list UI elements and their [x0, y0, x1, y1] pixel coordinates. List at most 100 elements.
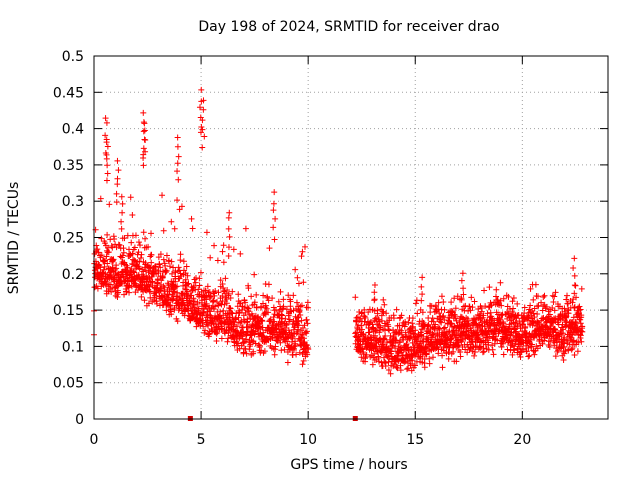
data-point — [135, 249, 142, 256]
data-point — [295, 280, 302, 287]
data-point — [140, 162, 147, 169]
data-point — [157, 264, 164, 271]
data-point — [286, 316, 293, 323]
data-point — [380, 296, 387, 303]
data-point — [459, 306, 466, 313]
data-point — [505, 293, 512, 300]
data-point — [218, 335, 225, 342]
data-point — [199, 126, 206, 133]
data-point — [356, 342, 363, 349]
data-point — [457, 353, 464, 360]
data-point — [419, 326, 426, 333]
data-point — [395, 343, 402, 350]
data-point — [279, 312, 286, 319]
data-point — [149, 278, 156, 285]
data-point — [166, 263, 173, 270]
data-point — [375, 316, 382, 323]
data-point — [429, 330, 436, 337]
data-point — [124, 232, 131, 239]
data-point — [140, 268, 147, 275]
data-point — [137, 242, 144, 249]
data-point — [199, 144, 206, 151]
data-point — [127, 194, 134, 201]
data-point — [382, 332, 389, 339]
data-point — [165, 257, 172, 264]
data-point — [182, 286, 189, 293]
data-point — [571, 255, 578, 262]
data-point — [382, 363, 389, 370]
data-point — [175, 264, 182, 271]
data-point — [271, 311, 278, 318]
data-point — [517, 354, 524, 361]
data-point — [189, 287, 196, 294]
data-point — [436, 310, 443, 317]
data-point — [456, 342, 463, 349]
data-point — [298, 302, 305, 309]
data-point — [290, 346, 297, 353]
data-point — [296, 308, 303, 315]
data-point — [199, 117, 206, 124]
data-point — [571, 272, 578, 279]
plot-frame — [93, 55, 609, 420]
data-point — [301, 322, 308, 329]
data-point — [447, 321, 454, 328]
data-point — [108, 288, 115, 295]
x-axis-label: GPS time / hours — [290, 457, 407, 473]
data-point — [392, 345, 399, 352]
data-point — [371, 282, 378, 288]
data-point — [535, 302, 542, 309]
data-point — [103, 136, 110, 143]
data-point — [445, 355, 452, 362]
data-point — [405, 319, 412, 326]
data-point — [271, 351, 278, 358]
data-point — [128, 283, 135, 290]
data-point — [300, 279, 307, 286]
data-points — [91, 86, 586, 421]
data-point — [243, 350, 250, 357]
data-point — [387, 332, 394, 339]
data-point — [203, 229, 210, 236]
data-point — [565, 347, 572, 354]
data-point — [297, 311, 304, 318]
data-point — [168, 258, 175, 265]
data-point — [245, 285, 252, 292]
data-point — [256, 342, 263, 349]
data-point — [145, 300, 152, 307]
data-point — [200, 323, 207, 330]
data-point — [119, 252, 126, 259]
data-point — [394, 365, 401, 372]
data-point — [266, 245, 273, 252]
data-point — [369, 361, 376, 368]
data-point — [411, 362, 418, 369]
data-point — [177, 257, 184, 264]
data-point — [360, 350, 367, 357]
data-point — [359, 346, 366, 353]
data-point — [393, 337, 400, 344]
data-point — [414, 310, 421, 317]
data-point — [298, 253, 305, 260]
y-axis-label: SRMTID / TECUs — [6, 182, 22, 295]
data-point — [292, 342, 299, 349]
data-point — [104, 231, 111, 238]
data-point — [535, 293, 542, 300]
data-point — [366, 306, 373, 313]
data-point — [174, 318, 181, 325]
data-point — [148, 251, 155, 258]
data-point — [139, 279, 146, 286]
data-point — [155, 254, 162, 261]
data-point — [174, 168, 181, 175]
x-tick-label: 5 — [197, 432, 206, 448]
data-point — [290, 292, 297, 299]
data-point — [390, 315, 397, 322]
data-point — [203, 300, 210, 307]
data-point — [418, 283, 425, 290]
data-point — [577, 306, 584, 313]
data-point — [571, 290, 578, 297]
x-tick-label: 15 — [406, 432, 424, 448]
data-point — [245, 323, 252, 330]
data-point — [385, 359, 392, 366]
data-point — [550, 299, 557, 306]
data-point — [170, 264, 177, 271]
data-point — [243, 328, 250, 335]
data-point — [380, 308, 387, 315]
